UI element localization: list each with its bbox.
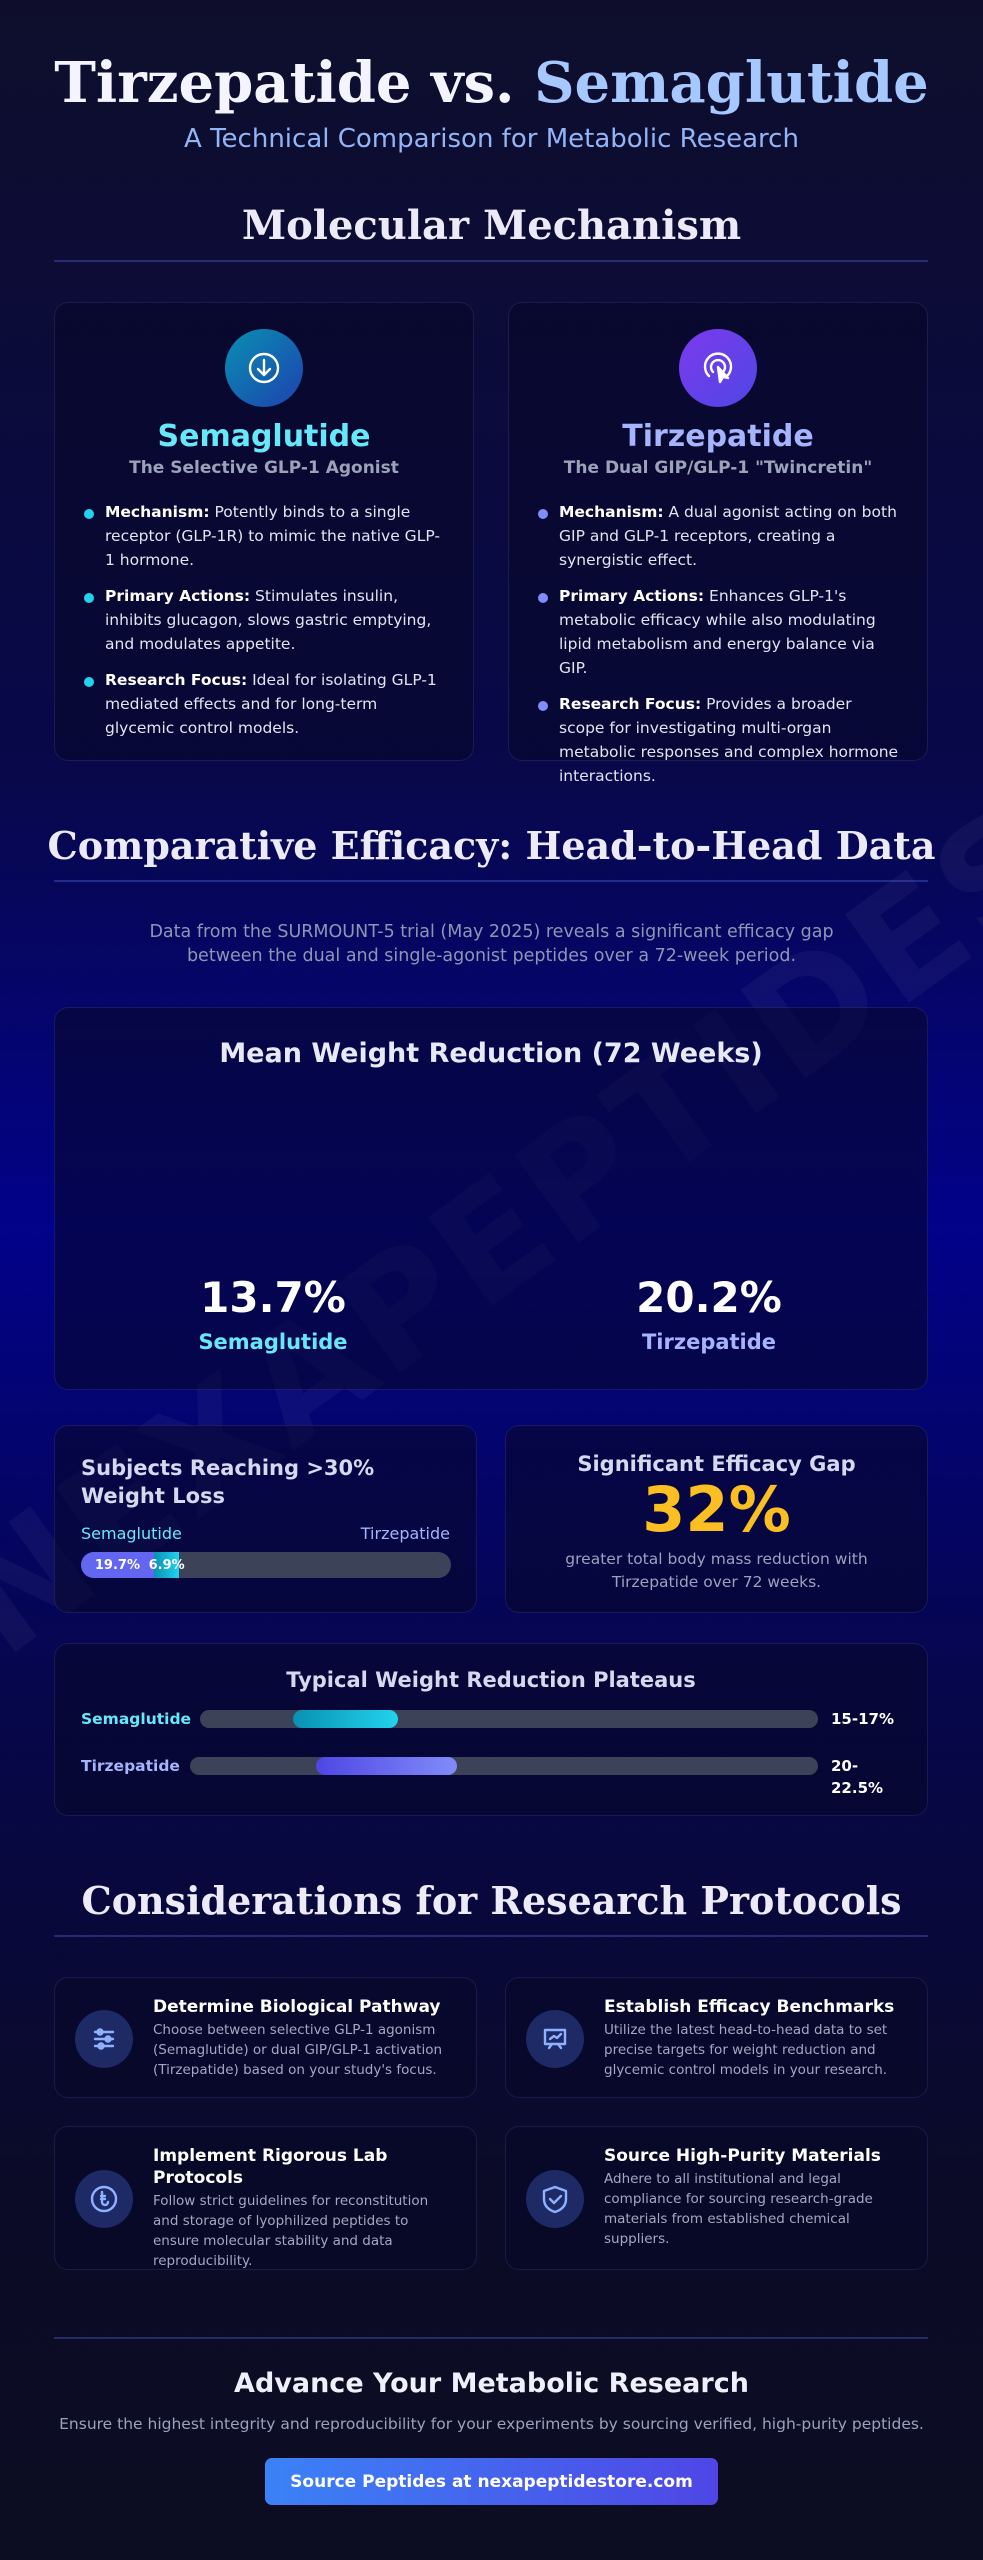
gap-text: greater total body mass reduction with T… [565,1550,868,1591]
point: Mechanism: Potently binds to a single re… [81,500,447,572]
stacked-bar: 19.7% 6.9% [81,1552,451,1578]
bar-segment: 19.7% [81,1552,154,1578]
divider [54,2337,928,2339]
consideration-text: Utilize the latest head-to-head data to … [604,2022,888,2078]
bar-segment: 6.9% [149,1552,185,1578]
point: Research Focus: Ideal for isolating GLP-… [81,668,447,740]
row-name: Semaglutide [81,1710,192,1728]
card-tagline: The Dual GIP/GLP-1 "Twincretin" [563,458,873,478]
icon [526,2009,584,2068]
row-name: Tirzepatide [81,1757,180,1775]
gap-card: Significant Efficacy Gap 32% greater tot… [505,1425,928,1613]
title-part: Tirzepatide vs. [54,50,515,116]
icon [75,2009,133,2068]
mechanism-card: Tirzepatide The Dual GIP/GLP-1 "Twincreti… [508,302,928,785]
card-name: Semaglutide [157,419,371,454]
point-text: Stimulates insulin, inhibits glucagon, s… [105,587,432,653]
icon [75,2170,133,2228]
consideration-card: Establish Efficacy Benchmarks Utilize the… [505,1977,928,2098]
row-range: 15-17% [831,1710,895,1728]
chart-item: 13.7% Semaglutide [55,1273,491,1354]
section-title: Molecular Mechanism [241,202,742,249]
point-text: Enhances GLP-1's metabolic efficacy whil… [559,587,876,677]
chart-card: Mean Weight Reduction (72 Weeks) 13.7% Se… [54,1007,928,1390]
point: Research Focus: Provides a broader scope… [535,692,901,788]
icon [90,2185,118,2213]
divider [54,1935,928,1937]
consideration-title: Establish Efficacy Benchmarks [604,1997,895,2017]
consideration-card: Source High-Purity Materials Adhere to al… [505,2126,928,2270]
consideration-text: Follow strict guidelines for reconstitut… [153,2193,429,2269]
point: Primary Actions: Stimulates insulin, inh… [81,584,447,656]
icon [248,352,280,384]
icon [703,352,733,384]
title-part: Semaglutide [534,50,929,116]
point-list: Mechanism: A dual agonist acting on both… [535,500,901,788]
main-title: Tirzepatide vs. Semaglutide [0,50,983,116]
icon [93,2027,115,2050]
item-name: Semaglutide [198,1330,348,1354]
point-label: Mechanism: [559,503,664,521]
card-title: Significant Efficacy Gap [577,1452,856,1476]
plateau-card: Typical Weight Reduction Plateaus Semagl… [54,1643,928,1816]
point: Primary Actions: Enhances GLP-1's metabo… [535,584,901,680]
consideration-title: Determine Biological Pathway [153,1997,441,2017]
gap-value: 32% [642,1473,791,1546]
divider [54,260,928,262]
icon [225,329,303,407]
card-name: Tirzepatide [622,419,814,454]
track-fill [293,1710,398,1728]
cta-button[interactable]: Source Peptides at nexapeptidestore.com [265,2458,718,2505]
legend-item: Semaglutide [81,1524,182,1543]
subjects-card: Subjects Reaching >30% Weight Loss Semag… [54,1425,477,1613]
consideration-card: Determine Biological Pathway Choose betwe… [54,1977,477,2098]
card-title: Typical Weight Reduction Plateaus [286,1668,696,1692]
track-fill [316,1757,457,1775]
point-label: Research Focus: [105,671,248,689]
point-label: Primary Actions: [559,587,705,605]
point: Mechanism: A dual agonist acting on both… [535,500,901,572]
segment-label: 6.9% [148,1557,185,1573]
point-text: Provides a broader scope for investigati… [559,695,899,785]
point-label: Primary Actions: [105,587,251,605]
consideration-text: Adhere to all institutional and legal co… [604,2171,873,2247]
point-text: Potently binds to a single receptor (GLP… [105,503,440,569]
row-range: 20-22.5% [831,1757,884,1797]
cta-title: Advance Your Metabolic Research [234,2368,749,2399]
consideration-title: Source High-Purity Materials [604,2146,881,2166]
icon [542,2185,568,2214]
divider [54,880,928,882]
mechanism-card: Semaglutide The Selective GLP-1 Agonist Me… [54,302,474,761]
point-list: Mechanism: Potently binds to a single re… [81,500,447,740]
segment-label: 19.7% [94,1557,140,1573]
value-label: 20.2% [636,1273,782,1322]
point-label: Mechanism: [105,503,210,521]
item-name: Tirzepatide [641,1330,777,1354]
consideration-text: Choose between selective GLP-1 agonism (… [153,2022,443,2078]
card-title: Subjects Reaching >30% Weight Loss [81,1456,375,1508]
point-text: Ideal for isolating GLP-1 mediated effec… [105,671,437,737]
chart-values: 13.7% Semaglutide 20.2% Tirzepatide [55,1273,927,1354]
point-label: Research Focus: [559,695,702,713]
chart-item: 20.2% Tirzepatide [491,1273,927,1354]
section-title: Considerations for Research Protocols [81,1878,902,1923]
card-tagline: The Selective GLP-1 Agonist [129,458,399,478]
track [190,1757,818,1775]
legend-item: Tirzepatide [360,1524,450,1543]
value-label: 13.7% [200,1273,346,1322]
cta-text: Ensure the highest integrity and reprodu… [59,2415,924,2433]
icon [679,329,757,407]
point-text: A dual agonist acting on both GIP and GL… [559,503,897,569]
icon [543,2028,567,2049]
subtitle: A Technical Comparison for Metabolic Res… [184,124,799,154]
section-title: Comparative Efficacy: Head-to-Head Data [47,823,936,868]
chart-title: Mean Weight Reduction (72 Weeks) [219,1038,763,1069]
consideration-title: Implement Rigorous Lab Protocols [153,2146,388,2188]
icon [526,2170,584,2228]
intro: Data from the SURMOUNT-5 trial (May 2025… [149,922,834,966]
consideration-card: Implement Rigorous Lab Protocols Follow s… [54,2126,477,2270]
